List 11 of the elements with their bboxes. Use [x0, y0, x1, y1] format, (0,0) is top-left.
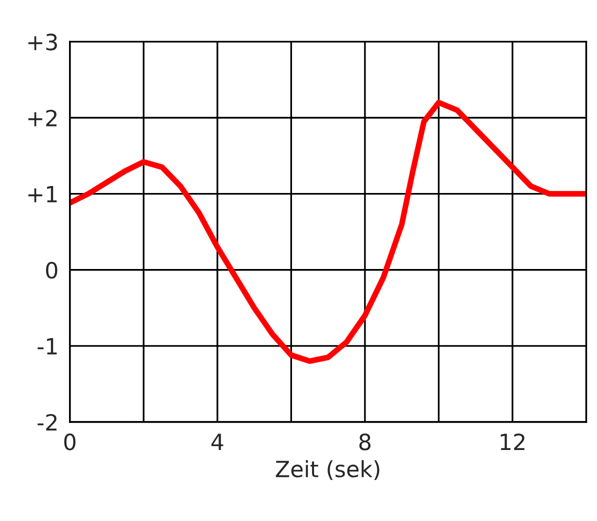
y-tick-label: -2 — [38, 414, 57, 430]
x-tick-label: 0 — [64, 434, 76, 450]
y-tick-label: +3 — [28, 34, 57, 50]
y-tick-label: +2 — [28, 110, 57, 126]
y-tick-label: -1 — [38, 338, 57, 354]
x-tick-label: 12 — [500, 434, 524, 450]
y-tick-label: 0 — [46, 262, 58, 279]
x-axis-title: Zeit (sek) — [276, 460, 380, 480]
x-tick-label: 8 — [359, 434, 370, 450]
y-tick-label: +1 — [28, 186, 57, 202]
x-tick-label: 4 — [211, 434, 224, 450]
